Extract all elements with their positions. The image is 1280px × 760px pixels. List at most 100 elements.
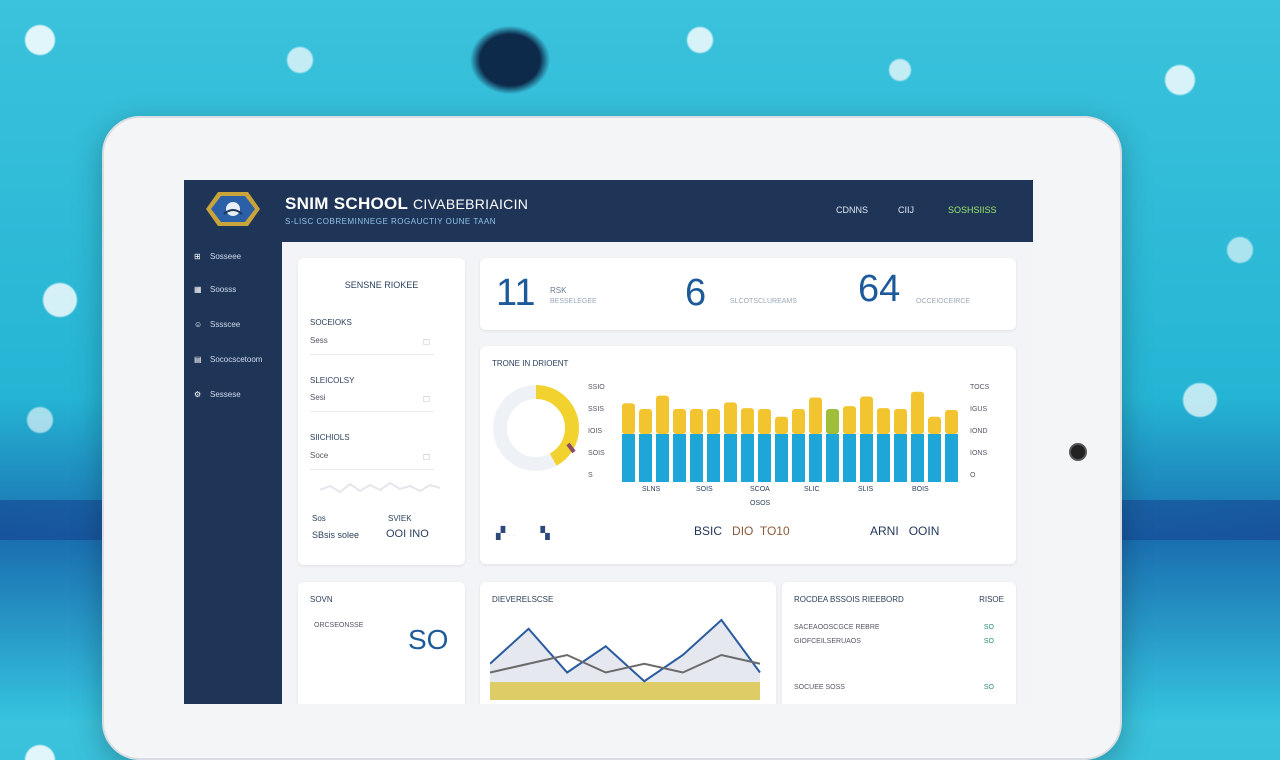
board-row-value: SO	[983, 624, 994, 631]
sidebar-item-4[interactable]: ▤ Sococscetoom	[194, 355, 263, 364]
form-field[interactable]: Sesi ☐	[310, 393, 434, 412]
bar-base	[809, 434, 822, 482]
bar-base	[911, 434, 924, 482]
chart-footer-left: ▞ · · ▚	[496, 526, 550, 540]
y-tick-label-right: IGUS	[970, 406, 988, 413]
app-subtitle: S-LISC COBREMINNEGE ROGAUCTIY OUNE TAAN	[285, 217, 497, 226]
nav-link-2[interactable]: CIIJ	[898, 205, 915, 215]
line-chart-title: DIEVERELSCSE	[492, 595, 554, 604]
line-area	[490, 620, 760, 700]
flag-icon: ▚	[540, 526, 550, 540]
sidebar-item-2[interactable]: ▦ Soosss	[194, 285, 237, 294]
bar-base	[639, 434, 652, 482]
bar-base	[656, 434, 669, 482]
board-title: ROCDEA BSSOIS RIEEBORD	[794, 595, 904, 604]
stat-value: 11	[496, 272, 536, 314]
chart-card: TRONE IN DRIOENT SSIO SSIS IOIS SOIS S TOCS I…	[480, 346, 1016, 564]
line-series	[490, 653, 761, 674]
bar-base	[622, 434, 635, 482]
board-row: SOCUEE SOSS	[794, 684, 845, 691]
bar-top	[792, 409, 805, 434]
gauge-arc	[493, 385, 579, 471]
form-section-label: SIICHIOLS	[310, 433, 350, 442]
bar-base	[894, 434, 907, 482]
form-card: SENSNE RIOKEE SOCEIOKS Sess ☐ SLEICOLSY S…	[298, 258, 465, 565]
y-tick-label: SSIO	[588, 384, 605, 391]
form-card-title: SENSNE RIOKEE	[344, 280, 419, 290]
grid-icon: ⊞	[194, 252, 201, 261]
sessions-card: SOVN ORCSEONSSE SO	[298, 582, 465, 704]
stat-value: 64	[858, 268, 901, 310]
bar-base	[826, 434, 839, 482]
stat-label: RSK	[550, 286, 567, 295]
sidebar: ⊞ Sosseee ▦ Soosss ☺ Sssscee ▤ Sococscetoom …	[184, 242, 282, 704]
y-tick-label-right: IONS	[970, 450, 988, 457]
bar-top	[843, 406, 856, 434]
bar-base	[945, 434, 958, 482]
bar-top	[741, 408, 754, 434]
bar-base	[860, 434, 873, 482]
calendar-icon: ▦	[194, 285, 202, 294]
sidebar-item-3[interactable]: ☺ Sssscee	[194, 320, 241, 329]
chart-footer-values-right: ARNI OOIN	[870, 524, 940, 538]
chart-footer-values: BSIC DIO TO10	[694, 524, 790, 538]
user-icon: ▞	[496, 526, 506, 540]
board-row-value: SO	[983, 684, 994, 691]
bar-top	[928, 416, 941, 434]
bar-top	[673, 409, 686, 434]
x-tick-label: SOIS	[696, 486, 713, 493]
bar-top	[622, 403, 635, 434]
users-icon: ☺	[194, 320, 203, 329]
line-chart	[490, 618, 761, 700]
board-title-right: RISOE	[979, 595, 1004, 604]
bar-top	[639, 409, 652, 434]
footer-value: OOI INO	[386, 528, 429, 540]
form-field[interactable]: Soce ☐	[310, 451, 434, 470]
stats-card: 11 RSK BESSELEGEE 6 SLCOTSCLUREAMS 64 OC…	[480, 258, 1016, 330]
stat-sub: OCCEIOCEIRCE	[916, 298, 971, 305]
app-screen: SNIM SCHOOL CIVABEBRIAICIN S-LISC COBREM…	[184, 180, 1033, 704]
sessions-label: ORCSEONSSE	[314, 622, 364, 629]
footer-value: SBsis solee	[312, 530, 360, 540]
line-series	[490, 618, 761, 683]
sessions-value: SO	[408, 624, 449, 655]
nav-link-3[interactable]: SOSHSIISS	[948, 205, 997, 215]
bar-top	[758, 409, 771, 434]
sessions-title: SOVN	[310, 595, 333, 604]
y-tick-label: S	[588, 472, 593, 479]
sidebar-item-5[interactable]: ⚙ Sessese	[194, 390, 241, 399]
y-tick-label-right: O	[970, 472, 976, 479]
bar-base	[775, 434, 788, 482]
bar-top	[894, 409, 907, 434]
y-tick-label: SOIS	[588, 450, 605, 457]
bar-top	[690, 409, 703, 434]
gauge-chart	[493, 385, 579, 471]
stat-sub: SLCOTSCLUREAMS	[730, 298, 797, 305]
form-section-label: SLEICOLSY	[310, 376, 355, 385]
bar-top	[775, 416, 788, 434]
bar-base	[928, 434, 941, 482]
sidebar-item-1[interactable]: ⊞ Sosseee	[194, 252, 242, 261]
stat-sub: BESSELEGEE	[550, 298, 597, 305]
bar-top	[826, 409, 839, 434]
line-chart-card: DIEVERELSCSE	[480, 582, 776, 704]
x-tick-label: SCOA	[750, 486, 770, 493]
bar-top	[877, 408, 890, 434]
form-section-label: SOCEIOKS	[310, 318, 352, 327]
line-area-fill	[490, 682, 760, 700]
bar-top	[724, 402, 737, 434]
bar-base	[877, 434, 890, 482]
nav-link-1[interactable]: CDNNS	[836, 205, 869, 215]
y-tick-label-right: TOCS	[970, 384, 990, 391]
chart-icon: ▤	[194, 355, 202, 364]
y-tick-label: SSIS	[588, 406, 604, 413]
x-sub-label: OSOS	[750, 500, 771, 507]
main-content: SENSNE RIOKEE SOCEIOKS Sess ☐ SLEICOLSY S…	[282, 242, 1033, 704]
board-card: ROCDEA BSSOIS RIEEBORD RISOE SACEAOOSCGC…	[782, 582, 1016, 704]
y-tick-label-right: IOND	[970, 428, 988, 435]
bar-base	[707, 434, 720, 482]
form-field[interactable]: Sess ☐	[310, 336, 434, 355]
stat-value: 6	[685, 272, 707, 314]
board-row: GIOFCEILSERUAOS	[794, 638, 861, 645]
bar-top	[707, 409, 720, 434]
